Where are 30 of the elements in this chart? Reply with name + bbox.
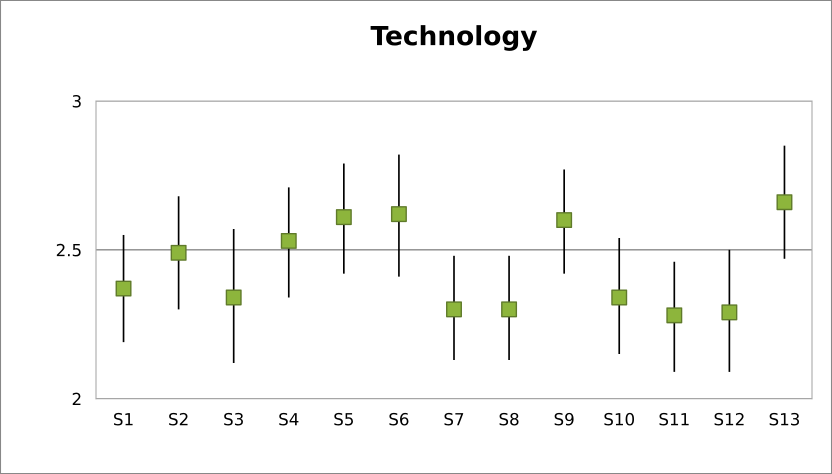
point [556,212,572,228]
x-tick-label: S9 [554,412,574,426]
x-tick-label: S6 [389,412,408,426]
y-tick-label: 2.5 [56,244,81,256]
x-tick-label: S8 [500,412,519,426]
x-tick-label: S5 [334,412,353,426]
x-tick-label: S4 [279,412,298,426]
x-tick-label: S2 [169,412,188,426]
point [336,209,352,226]
point [611,290,628,306]
point [446,301,462,318]
point [390,206,407,222]
point [666,307,682,324]
x-tick-label: S11 [660,412,689,426]
point [116,280,132,297]
y-tick-label: 3 [72,94,81,108]
x-tick-label: S10 [604,412,634,426]
x-tick-label: S13 [770,412,800,426]
y-tick-label: 2 [72,392,80,406]
point [776,194,792,210]
point [280,232,297,249]
x-tick-label: S3 [224,412,243,426]
point [721,304,738,320]
point [170,244,187,261]
chart-title: Technology [370,25,538,51]
x-tick-label: S12 [714,412,744,426]
point [226,290,242,306]
x-tick-label: S1 [114,412,133,426]
x-tick-label: S7 [444,412,464,426]
point [501,301,518,318]
